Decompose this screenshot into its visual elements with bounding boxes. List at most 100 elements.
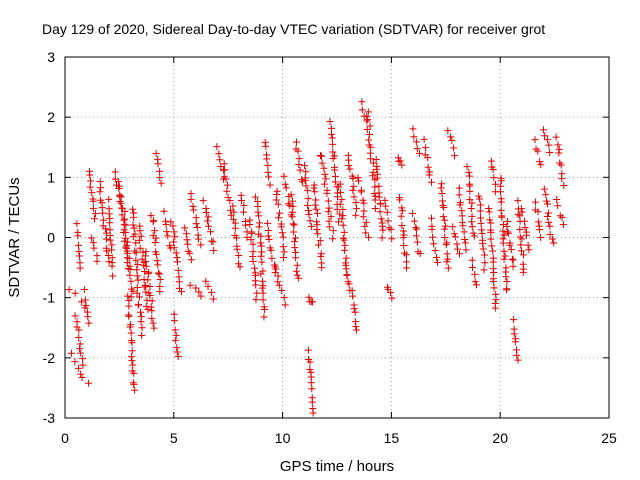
data-point	[278, 287, 286, 295]
data-point	[74, 232, 82, 240]
data-point	[279, 233, 287, 241]
data-point	[481, 259, 489, 267]
data-point	[118, 204, 126, 212]
data-point	[398, 221, 406, 229]
data-point	[279, 243, 287, 251]
data-point	[87, 234, 95, 242]
data-point	[489, 278, 497, 286]
data-point	[326, 117, 334, 125]
data-point	[169, 222, 177, 230]
data-point	[463, 163, 471, 171]
data-point	[309, 298, 317, 306]
data-point	[132, 256, 140, 264]
data-point	[156, 275, 164, 283]
data-point	[554, 141, 562, 149]
data-point	[339, 221, 347, 229]
data-point	[142, 257, 150, 265]
data-point	[79, 361, 87, 369]
data-point	[510, 330, 518, 338]
data-point	[277, 223, 285, 231]
data-points	[65, 98, 568, 417]
data-point	[364, 108, 372, 116]
data-point	[235, 252, 243, 260]
data-point	[258, 258, 266, 266]
data-point	[362, 229, 370, 237]
data-point	[454, 245, 462, 253]
data-point	[302, 168, 310, 176]
data-point	[314, 230, 322, 238]
data-point	[193, 224, 201, 232]
data-point	[295, 155, 303, 163]
data-point	[514, 356, 522, 364]
data-point	[140, 283, 148, 291]
data-point	[448, 136, 456, 144]
data-point	[128, 357, 136, 365]
data-point	[542, 191, 550, 199]
data-point	[501, 252, 509, 260]
data-point	[422, 144, 430, 152]
data-point	[271, 269, 279, 277]
data-point	[491, 180, 499, 188]
data-point	[102, 235, 110, 243]
data-point	[171, 326, 179, 334]
y-tick-label: 1	[47, 169, 55, 185]
data-point	[121, 215, 129, 223]
data-point	[105, 195, 113, 203]
data-point	[170, 310, 178, 318]
data-point	[125, 254, 133, 262]
data-point	[383, 208, 391, 216]
data-point	[261, 305, 269, 313]
data-point	[76, 264, 84, 272]
data-point	[290, 221, 298, 229]
data-point	[251, 193, 259, 201]
data-point	[509, 256, 517, 264]
data-point	[520, 217, 528, 225]
data-point	[324, 208, 332, 216]
data-point	[504, 217, 512, 225]
data-point	[157, 179, 165, 187]
data-point	[375, 193, 383, 201]
data-point	[352, 198, 360, 206]
data-point	[537, 233, 545, 241]
data-point	[342, 254, 350, 262]
data-point	[129, 233, 137, 241]
data-point	[504, 229, 512, 237]
data-point	[353, 205, 361, 213]
data-point	[78, 374, 86, 382]
data-point	[304, 346, 312, 354]
data-point	[316, 152, 324, 159]
data-point	[105, 258, 113, 266]
data-point	[204, 213, 212, 221]
data-point	[230, 208, 238, 216]
data-point	[469, 229, 477, 237]
data-point	[514, 197, 522, 205]
data-point	[354, 174, 362, 182]
data-point	[74, 364, 82, 372]
data-point	[243, 233, 251, 241]
data-point	[490, 174, 498, 182]
data-point	[164, 232, 172, 240]
data-point	[536, 158, 544, 166]
data-point	[442, 241, 450, 249]
data-point	[293, 261, 301, 269]
data-point	[476, 207, 484, 215]
data-point	[371, 183, 379, 191]
data-point	[376, 208, 384, 216]
data-point	[129, 221, 137, 229]
data-point	[130, 224, 138, 232]
data-point	[327, 213, 335, 221]
data-point	[450, 152, 458, 160]
data-point	[78, 298, 86, 306]
data-point	[544, 209, 552, 217]
data-point	[313, 218, 321, 226]
data-point	[103, 247, 111, 255]
data-point	[311, 188, 319, 196]
data-point	[257, 239, 265, 247]
data-point	[146, 282, 154, 290]
data-point	[320, 164, 328, 172]
data-point	[85, 379, 93, 387]
data-point	[369, 159, 377, 167]
data-point	[128, 339, 136, 347]
data-point	[308, 398, 316, 406]
